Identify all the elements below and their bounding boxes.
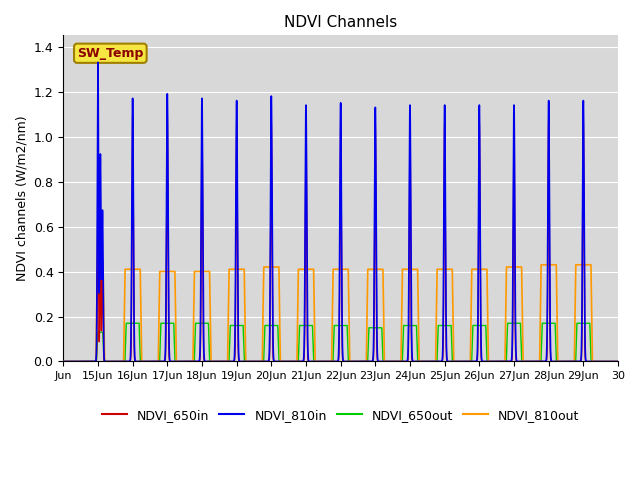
Y-axis label: NDVI channels (W/m2/nm): NDVI channels (W/m2/nm) <box>15 116 28 281</box>
Title: NDVI Channels: NDVI Channels <box>284 15 397 30</box>
Text: SW_Temp: SW_Temp <box>77 47 143 60</box>
Legend: NDVI_650in, NDVI_810in, NDVI_650out, NDVI_810out: NDVI_650in, NDVI_810in, NDVI_650out, NDV… <box>97 404 584 427</box>
